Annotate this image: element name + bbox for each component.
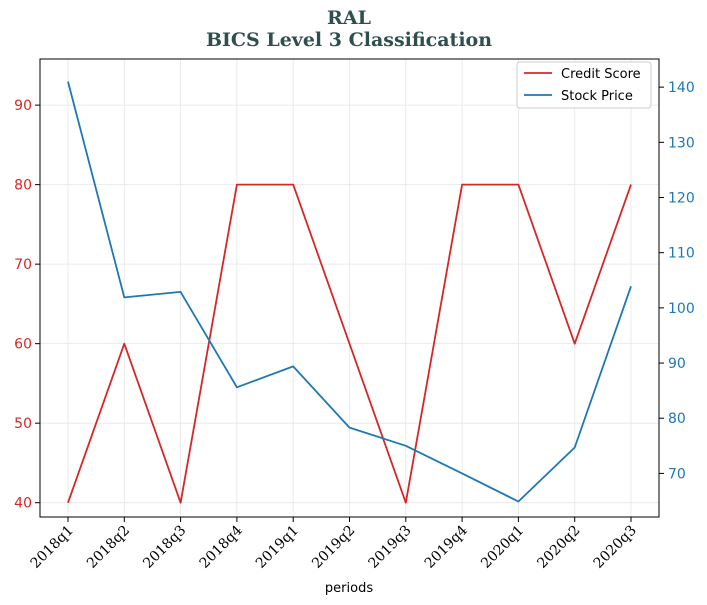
legend-label: Stock Price [561,89,633,104]
y-left-tick-label: 60 [14,337,32,353]
y-left-tick-label: 50 [14,416,32,432]
y-axis-right: 70 80 90 100 110 120 130 140 [659,80,695,482]
series-line-stock-price [67,81,632,503]
y-right-tick-label: 90 [668,356,686,372]
x-tick-label: 2018q1 [28,523,77,572]
y-right-tick-label: 130 [668,135,695,151]
x-tick-label: 2020q3 [591,523,640,572]
y-left-tick-label: 40 [14,496,32,512]
series-layer [67,81,632,504]
legend-label: Credit Score [561,67,641,82]
series-line-credit-score [67,183,632,504]
chart-subtitle: BICS Level 3 Classification [206,29,492,51]
x-tick-label: 2020q2 [534,523,583,572]
x-tick-label: 2019q4 [422,522,471,571]
y-right-tick-label: 140 [668,80,695,96]
y-left-tick-label: 90 [14,98,32,114]
grid [40,59,659,517]
y-right-tick-label: 120 [668,191,695,207]
x-tick-label: 2020q1 [478,523,527,572]
y-right-tick-label: 70 [668,466,686,482]
x-tick-label: 2018q3 [140,523,189,572]
x-tick-label: 2019q3 [365,523,414,572]
x-axis-label: periods [325,581,373,596]
y-left-tick-label: 70 [14,257,32,273]
x-axis: 2018q1 2018q2 2018q3 2018q4 2019q1 2019q2 2019… [28,517,640,572]
y-left-tick-label: 80 [14,178,32,194]
x-tick-label: 2019q1 [253,523,302,572]
x-tick-label: 2018q2 [84,523,133,572]
x-tick-label: 2018q4 [197,522,246,571]
y-right-tick-label: 110 [668,246,695,262]
y-right-tick-label: 80 [668,411,686,427]
legend: Credit Score Stock Price [516,61,652,109]
chart-title: RAL [327,7,371,29]
y-axis-left: 40 50 60 70 80 90 [14,98,40,512]
x-tick-label: 2019q2 [309,523,358,572]
y-right-tick-label: 100 [668,301,695,317]
